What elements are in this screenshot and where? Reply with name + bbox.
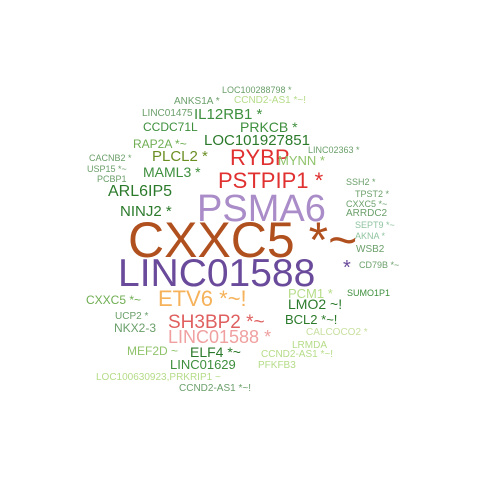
- word-cloud-term: NKX2-3: [114, 321, 157, 335]
- word-cloud-term: UCP2 *: [115, 311, 149, 322]
- word-cloud-term: ARRDC2: [346, 208, 388, 219]
- word-cloud-term: PCM1 *: [288, 286, 333, 301]
- word-cloud-term: CXXC5 *~: [346, 199, 388, 209]
- word-cloud-term: PSMA6: [197, 188, 326, 230]
- word-cloud-term: RAP2A *~: [133, 137, 187, 151]
- word-cloud-term: *: [343, 257, 351, 279]
- word-cloud-term: USP15 *~: [87, 164, 127, 174]
- word-cloud-term: CALCOCO2 *: [306, 327, 368, 338]
- word-cloud-term: LINC02363 *: [308, 145, 360, 155]
- word-cloud-term: AKNA *: [355, 231, 386, 241]
- word-cloud-term: PSTPIP1 *: [218, 168, 324, 193]
- word-cloud-term: CCDC71L: [143, 120, 198, 134]
- word-cloud-term: WSB2: [356, 244, 385, 255]
- word-cloud-term: PRKCB *: [240, 119, 298, 135]
- word-cloud-term: CCND2-AS1 *~!: [179, 383, 251, 394]
- word-cloud-term: LRMDA: [292, 340, 328, 351]
- word-cloud-term: CXXC5 *~: [128, 212, 358, 268]
- word-cloud-term: SSH2 *: [346, 177, 376, 187]
- word-cloud-term: NINJ2 *: [120, 203, 172, 220]
- word-cloud-term: ETV6 *~!: [158, 286, 247, 311]
- word-cloud-term: LOC100288798 *: [222, 85, 292, 95]
- word-cloud-term: ELF4 *~: [190, 344, 241, 360]
- word-cloud-term: CD79B *~: [359, 260, 400, 270]
- word-cloud-term: MAML3 *: [143, 164, 201, 180]
- word-cloud-term: CCND2-AS1 *~!: [234, 95, 306, 106]
- word-cloud-term: LINC01629: [170, 357, 236, 372]
- word-cloud-term: CXXC5 *~: [86, 293, 142, 307]
- word-cloud-term: LINC01588: [118, 252, 316, 295]
- word-cloud-term: CACNB2 *: [89, 153, 132, 163]
- word-cloud-term: IL12RB1 *: [194, 106, 263, 123]
- word-cloud-term: ANKS1A *: [174, 96, 220, 107]
- word-cloud-term: PCBP1: [97, 174, 127, 184]
- word-cloud-term: LINC01588 *: [168, 327, 272, 347]
- word-cloud-term: SEPT9 *~: [355, 220, 395, 230]
- word-cloud-term: SH3BP2 *~: [168, 312, 265, 333]
- word-cloud-term: PFKFB3: [258, 360, 296, 371]
- word-cloud-term: PLCL2 *: [152, 148, 208, 165]
- word-cloud-term: MEF2D ~: [127, 344, 179, 358]
- word-cloud-term: TPST2 *: [355, 189, 390, 199]
- word-cloud-term: LOC100630923,PRKRIP1 ~: [96, 372, 221, 383]
- word-cloud-term: BCL2 *~!: [285, 312, 338, 327]
- word-cloud-term: LINC01475: [142, 108, 193, 119]
- word-cloud-term: MYNN *: [278, 153, 325, 168]
- word-cloud-term: SUMO1P1: [347, 288, 391, 298]
- word-cloud-term: ARL6IP5: [108, 183, 173, 200]
- word-cloud-term: LOC101927851: [204, 132, 310, 149]
- word-cloud-term: LMO2 ~!: [288, 296, 343, 312]
- word-cloud-term: RYBP: [230, 145, 290, 170]
- word-cloud-term: CCND2-AS1 *~!: [261, 349, 333, 360]
